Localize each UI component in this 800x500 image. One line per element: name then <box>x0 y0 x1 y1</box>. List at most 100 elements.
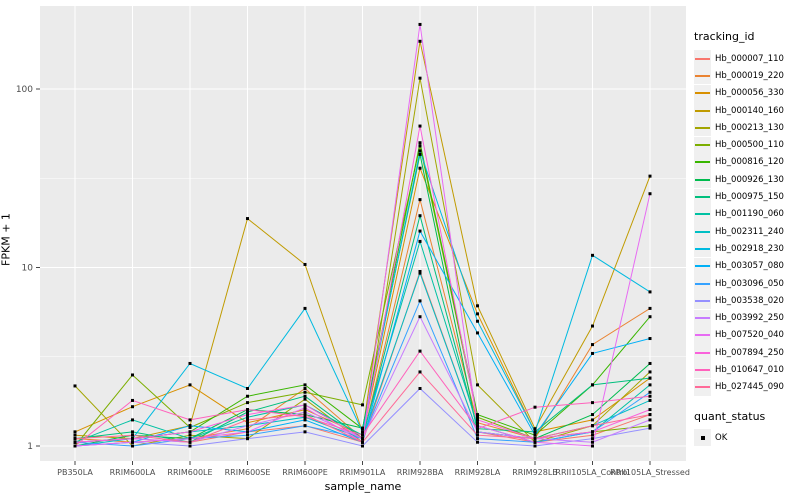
legend-item-label: Hb_000926_130 <box>715 174 784 185</box>
data-point <box>591 253 594 257</box>
data-point <box>418 370 422 374</box>
legend-key <box>694 326 711 344</box>
legend-item-label: OK <box>715 432 728 443</box>
data-point <box>648 426 652 430</box>
data-point <box>476 304 479 308</box>
data-point <box>591 433 594 437</box>
legend: tracking_id Hb_000007_110 Hb_000019_220 Hb… <box>694 30 798 447</box>
x-tick-label: RRIM928BA <box>397 468 444 477</box>
data-point <box>476 421 479 425</box>
legend-item-Hb_002918_230: Hb_002918_230 <box>694 240 798 258</box>
data-point <box>246 430 249 434</box>
legend-key <box>694 67 711 85</box>
data-point <box>418 229 422 233</box>
line-swatch-icon <box>695 265 710 268</box>
data-point <box>131 430 134 434</box>
line-swatch-icon <box>695 196 710 199</box>
line-swatch-icon <box>695 57 710 60</box>
line-swatch-icon <box>695 334 710 337</box>
data-point <box>361 430 364 434</box>
x-tick-label: RRIM600PE <box>282 468 328 477</box>
data-point <box>476 312 479 316</box>
legend-item-label: Hb_000019_220 <box>715 70 784 81</box>
data-point <box>303 390 307 394</box>
data-point <box>188 430 192 434</box>
legend-item-label: Hb_000140_160 <box>715 105 784 116</box>
line-swatch-icon <box>695 92 710 95</box>
data-point <box>418 315 422 319</box>
legend-key <box>694 153 711 171</box>
data-point <box>476 319 479 323</box>
legend-item-Hb_000816_120: Hb_000816_120 <box>694 153 798 171</box>
data-point <box>648 383 652 387</box>
data-point <box>591 413 594 417</box>
data-point <box>418 299 422 303</box>
data-point <box>361 433 364 437</box>
data-point <box>131 405 134 409</box>
legend-item-label: Hb_000816_120 <box>715 157 784 168</box>
line-swatch-icon <box>695 247 710 250</box>
data-point <box>246 421 249 425</box>
data-point <box>648 394 652 398</box>
line-swatch-icon <box>695 351 710 354</box>
legend-item-label: Hb_003057_080 <box>715 261 784 272</box>
data-point <box>188 433 192 437</box>
data-point <box>418 214 422 218</box>
legend-item-Hb_010647_010: Hb_010647_010 <box>694 361 798 379</box>
data-point <box>131 418 134 422</box>
legend-item-Hb_003538_020: Hb_003538_020 <box>694 292 798 310</box>
data-point <box>476 331 479 335</box>
data-point <box>303 403 307 407</box>
data-point <box>648 413 652 417</box>
y-tick-label: 100 <box>16 85 33 95</box>
legend-key <box>694 429 711 447</box>
y-tick-label: 10 <box>22 264 34 274</box>
data-point <box>246 394 249 398</box>
data-point <box>533 437 537 441</box>
legend-item-label: Hb_027445_090 <box>715 382 784 393</box>
legend-item-label: Hb_001190_060 <box>715 209 784 220</box>
legend-item-Hb_000213_130: Hb_000213_130 <box>694 119 798 137</box>
data-point <box>131 444 134 448</box>
data-point <box>648 315 652 319</box>
legend-item-label: Hb_000975_150 <box>715 192 784 203</box>
legend-item-Hb_000500_110: Hb_000500_110 <box>694 136 798 154</box>
data-point <box>418 76 422 80</box>
legend-key <box>694 361 711 379</box>
legend-item-Hb_000007_110: Hb_000007_110 <box>694 50 798 68</box>
data-point <box>476 430 479 434</box>
data-point <box>591 343 594 347</box>
legend-key <box>694 344 711 362</box>
legend-item-Hb_000975_150: Hb_000975_150 <box>694 188 798 206</box>
legend-item-label: Hb_010647_010 <box>715 364 784 375</box>
y-tick-label: 1 <box>27 442 33 452</box>
legend-items: Hb_000007_110 Hb_000019_220 Hb_000056_330 H… <box>694 50 798 396</box>
line-swatch-icon <box>695 126 710 129</box>
data-point <box>246 410 249 414</box>
legend-item-label: Hb_007894_250 <box>715 347 784 358</box>
legend-item-Hb_000056_330: Hb_000056_330 <box>694 84 798 102</box>
square-point-icon <box>700 435 705 440</box>
line-swatch-icon <box>695 144 710 147</box>
legend-title-quant-status: quant_status <box>694 409 766 423</box>
legend-key <box>694 84 711 102</box>
y-axis-title: FPKM + 1 <box>0 213 13 266</box>
legend-key <box>694 292 711 310</box>
x-tick-label: RRII105LA_Control <box>555 468 629 477</box>
data-point <box>533 430 537 434</box>
line-swatch-icon <box>695 230 710 233</box>
data-point <box>303 424 307 428</box>
data-point <box>188 437 192 441</box>
line-swatch-icon <box>695 386 710 389</box>
legend-item-Hb_003096_050: Hb_003096_050 <box>694 275 798 292</box>
data-point <box>476 383 479 387</box>
legend-item-Hb_001190_060: Hb_001190_060 <box>694 205 798 223</box>
data-point <box>188 418 192 422</box>
data-point <box>131 437 134 441</box>
data-point <box>476 437 479 441</box>
data-point <box>303 408 307 412</box>
data-point <box>648 337 652 341</box>
data-point <box>188 361 192 365</box>
data-point <box>591 401 594 405</box>
